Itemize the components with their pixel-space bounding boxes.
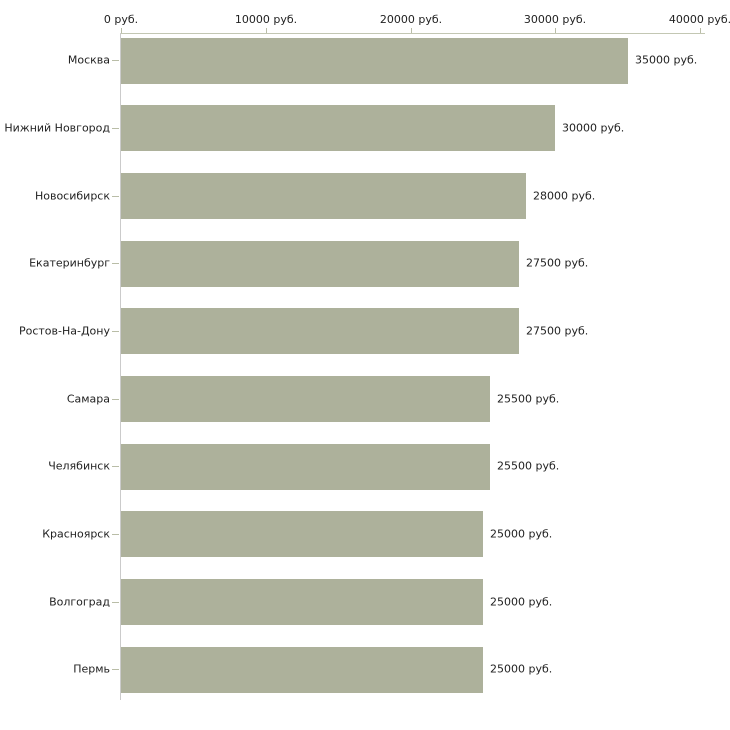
bar	[121, 579, 483, 625]
bar-value-label: 35000 руб.	[635, 53, 698, 67]
bar	[121, 376, 490, 422]
category-tick	[112, 399, 119, 400]
bar-value-label: 25000 руб.	[490, 662, 553, 676]
category-tick	[112, 60, 119, 61]
bar	[121, 647, 483, 693]
category-tick	[112, 602, 119, 603]
category-label: Ростов-На-Дону	[18, 324, 110, 338]
category-label: Екатеринбург	[29, 256, 110, 270]
x-axis-tick	[266, 28, 267, 33]
bar	[121, 173, 526, 219]
category-label: Челябинск	[48, 459, 110, 473]
bar	[121, 105, 555, 151]
x-axis-tick-label: 10000 руб.	[234, 13, 298, 26]
category-tick	[112, 196, 119, 197]
bar	[121, 241, 519, 287]
bar-value-label: 25500 руб.	[497, 392, 560, 406]
x-axis-tick-label: 20000 руб.	[379, 13, 443, 26]
category-tick	[112, 128, 119, 129]
x-axis-tick-label: 30000 руб.	[523, 13, 587, 26]
category-label: Самара	[66, 392, 110, 406]
x-axis-tick	[555, 28, 556, 33]
bar-value-label: 27500 руб.	[526, 324, 589, 338]
bar-value-label: 25000 руб.	[490, 595, 553, 609]
x-axis-tick	[700, 28, 701, 33]
category-tick	[112, 466, 119, 467]
bar-value-label: 30000 руб.	[562, 121, 625, 135]
category-tick	[112, 534, 119, 535]
category-label: Новосибирск	[34, 189, 110, 203]
bar	[121, 444, 490, 490]
category-label: Пермь	[73, 662, 110, 676]
x-axis-line	[120, 33, 705, 34]
x-axis-tick	[121, 28, 122, 33]
bar	[121, 511, 483, 557]
category-label: Красноярск	[42, 527, 110, 541]
category-label: Нижний Новгород	[4, 121, 110, 135]
category-tick	[112, 263, 119, 264]
y-axis-line	[120, 33, 121, 700]
bar-value-label: 28000 руб.	[533, 189, 596, 203]
category-label: Москва	[67, 53, 110, 67]
category-label: Волгоград	[49, 595, 110, 609]
category-tick	[112, 331, 119, 332]
bar-value-label: 25500 руб.	[497, 459, 560, 473]
bar-value-label: 25000 руб.	[490, 527, 553, 541]
bar	[121, 38, 628, 84]
bar	[121, 308, 519, 354]
x-axis-tick	[411, 28, 412, 33]
x-axis-tick-label: 40000 руб.	[668, 13, 730, 26]
x-axis-tick-label: 0 руб.	[103, 13, 139, 26]
category-tick	[112, 669, 119, 670]
bar-value-label: 27500 руб.	[526, 256, 589, 270]
